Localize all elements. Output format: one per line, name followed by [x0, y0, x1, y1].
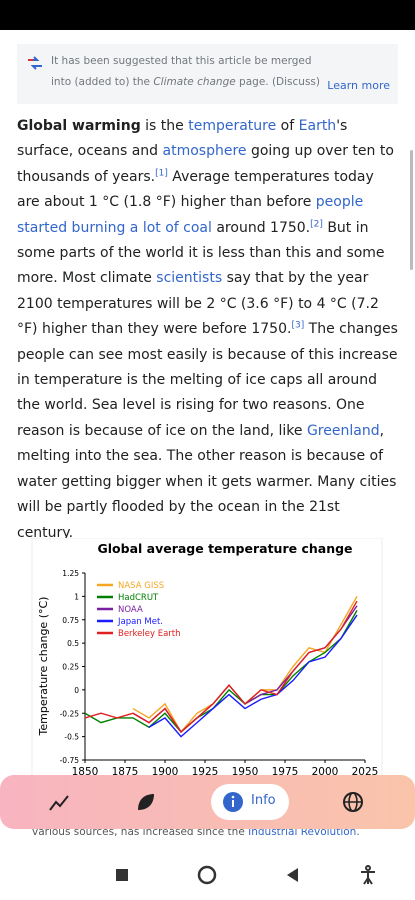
- merge-icon: [28, 56, 42, 70]
- back-button[interactable]: [287, 868, 298, 882]
- series-line: [84, 600, 358, 733]
- status-bar: [0, 0, 415, 30]
- link-text[interactable]: Greenland: [306, 422, 380, 439]
- system-nav: [116, 865, 375, 885]
- text: 's surface, oceans and: [17, 118, 348, 160]
- scrollbar: [410, 150, 413, 270]
- info-icon: [223, 792, 243, 812]
- bold-text: Global warming: [17, 118, 141, 134]
- text: going up over ten to thousands of years.: [17, 143, 394, 185]
- y-tick-label: -0.25: [60, 709, 80, 718]
- y-tick-label: 0.25: [62, 663, 79, 672]
- nav-icon-leaf[interactable]: [134, 790, 158, 814]
- y-tick-label: 0: [74, 686, 79, 695]
- nav-icon-edits[interactable]: [48, 790, 72, 814]
- chart: Global average temperature change Temper…: [31, 538, 383, 778]
- link-text[interactable]: scientists: [156, 270, 223, 287]
- home-button[interactable]: [197, 865, 217, 885]
- notice-text: It has been suggested that this article …: [51, 51, 321, 93]
- y-tick-label: 0.5: [67, 639, 79, 648]
- legend-label: NASA GISS: [118, 581, 164, 591]
- text: .: [356, 826, 360, 838]
- legend-label: Japan Met.: [117, 617, 163, 627]
- series-line: [148, 614, 358, 738]
- text: various sources, has increased since the: [32, 826, 249, 838]
- legend-label: HadCRUT: [118, 593, 159, 603]
- legend-label: NOAA: [118, 605, 143, 615]
- chart-title: Global average temperature change: [97, 541, 352, 556]
- text: is the: [140, 118, 189, 134]
- text: of: [276, 118, 299, 134]
- y-tick-label: 1: [74, 592, 79, 601]
- link-text[interactable]: Industrial Revolution: [248, 826, 357, 838]
- text: Average temperatures today are about 1 °…: [17, 168, 374, 211]
- text: page. (Discuss): [235, 76, 320, 88]
- link-text[interactable]: atmosphere: [162, 143, 247, 160]
- ref-text[interactable]: [3]: [291, 320, 305, 331]
- y-axis-label: Temperature change (°C): [37, 597, 50, 737]
- nav-icon-languages[interactable]: [341, 790, 365, 814]
- text: say that by the year 2100 temperatures w…: [17, 270, 379, 338]
- link-text[interactable]: Earth: [298, 118, 337, 134]
- link-text[interactable]: temperature: [188, 118, 277, 134]
- merge-notice: It has been suggested that this article …: [17, 44, 398, 104]
- y-tick-label: -0.75: [60, 756, 80, 765]
- nav-info-label: Info: [251, 793, 276, 808]
- y-tick-label: -0.5: [64, 733, 79, 742]
- ref-text[interactable]: [2]: [310, 218, 323, 229]
- text: around 1750.: [211, 219, 311, 236]
- series-line: [84, 610, 358, 733]
- chart-frame: [31, 538, 383, 778]
- nav-info[interactable]: Info: [211, 784, 289, 820]
- accessibility-button[interactable]: [361, 865, 375, 885]
- ref-text[interactable]: [1]: [155, 168, 168, 179]
- link-text[interactable]: people started burning a lot of coal: [17, 194, 364, 236]
- caption: various sources, has increased since the…: [32, 826, 360, 838]
- learn-more-link[interactable]: Learn more: [327, 75, 390, 96]
- y-tick-label: 0.75: [62, 616, 79, 625]
- bottom-nav: Info: [0, 775, 415, 829]
- article-paragraph: Global warming is the temperature of Ear…: [17, 114, 399, 546]
- italic-text: Climate change: [153, 76, 236, 88]
- text: It has been suggested that this article …: [51, 55, 312, 88]
- text: But in some parts of the world it is les…: [17, 219, 385, 287]
- legend-label: Berkeley Earth: [118, 629, 181, 639]
- y-tick-label: 1.25: [62, 569, 79, 578]
- text: , melting into the sea. The other reason…: [17, 422, 397, 541]
- text: The changes people can see most easily i…: [17, 321, 398, 439]
- recents-button[interactable]: [116, 869, 128, 881]
